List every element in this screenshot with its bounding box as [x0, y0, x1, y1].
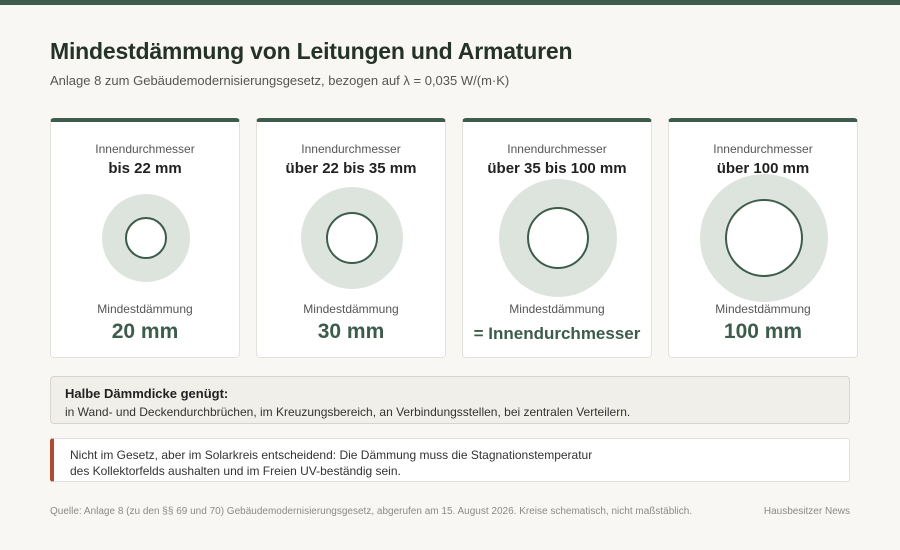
card-range: über 100 mm — [716, 160, 810, 177]
solar-circuit-note: Nicht im Gesetz, aber im Solarkreis ents… — [50, 438, 850, 482]
card-value: = Innendurchmesser — [473, 324, 641, 343]
note-line-1: Nicht im Gesetz, aber im Solarkreis ents… — [70, 448, 593, 462]
card-range: über 22 bis 35 mm — [285, 160, 417, 177]
card-label-bottom: Mindestdämmung — [303, 302, 399, 316]
pipe-insulation-diagram — [499, 179, 617, 297]
card-label-top: Innendurchmesser — [507, 142, 607, 156]
card-value: 20 mm — [111, 320, 179, 343]
card-label-top: Innendurchmesser — [713, 142, 813, 156]
insulation-cards: Innendurchmesser bis 22 mm Mindestdämmun… — [50, 118, 858, 358]
card-22-to-35: Innendurchmesser über 22 bis 35 mm Minde… — [256, 118, 446, 358]
pipe-circle — [725, 199, 803, 277]
pipe-circle — [527, 207, 589, 269]
card-range: bis 22 mm — [108, 160, 182, 177]
note-heading: Halbe Dämmdicke genügt: — [65, 386, 229, 401]
source-footnote: Quelle: Anlage 8 (zu den §§ 69 und 70) G… — [50, 506, 693, 517]
page-title: Mindestdämmung von Leitungen und Armatur… — [50, 38, 573, 64]
brand-label: Hausbesitzer News — [763, 506, 850, 517]
pipe-insulation-diagram — [700, 174, 828, 302]
note-text: in Wand- und Deckendurchbrüchen, im Kreu… — [65, 405, 631, 419]
card-35-to-100: Innendurchmesser über 35 bis 100 mm Mind… — [462, 118, 652, 358]
card-up-to-22: Innendurchmesser bis 22 mm Mindestdämmun… — [50, 118, 240, 358]
half-thickness-note: Halbe Dämmdicke genügt: in Wand- und Dec… — [50, 376, 850, 424]
top-accent-bar — [0, 0, 900, 5]
note-line-2: des Kollektorfelds aushalten und im Frei… — [70, 464, 401, 478]
card-label-top: Innendurchmesser — [301, 142, 401, 156]
card-value: 100 mm — [723, 320, 803, 343]
card-over-100: Innendurchmesser über 100 mm Mindestdämm… — [668, 118, 858, 358]
card-label-bottom: Mindestdämmung — [97, 302, 193, 316]
card-label-top: Innendurchmesser — [95, 142, 195, 156]
card-value: 30 mm — [317, 320, 385, 343]
card-label-bottom: Mindestdämmung — [509, 302, 605, 316]
pipe-insulation-diagram — [301, 187, 403, 289]
pipe-insulation-diagram — [102, 194, 190, 282]
card-range: über 35 bis 100 mm — [487, 160, 627, 177]
pipe-circle — [125, 217, 167, 259]
pipe-circle — [326, 212, 378, 264]
page-subtitle: Anlage 8 zum Gebäudemodernisierungsgeset… — [50, 73, 510, 88]
card-label-bottom: Mindestdämmung — [715, 302, 811, 316]
